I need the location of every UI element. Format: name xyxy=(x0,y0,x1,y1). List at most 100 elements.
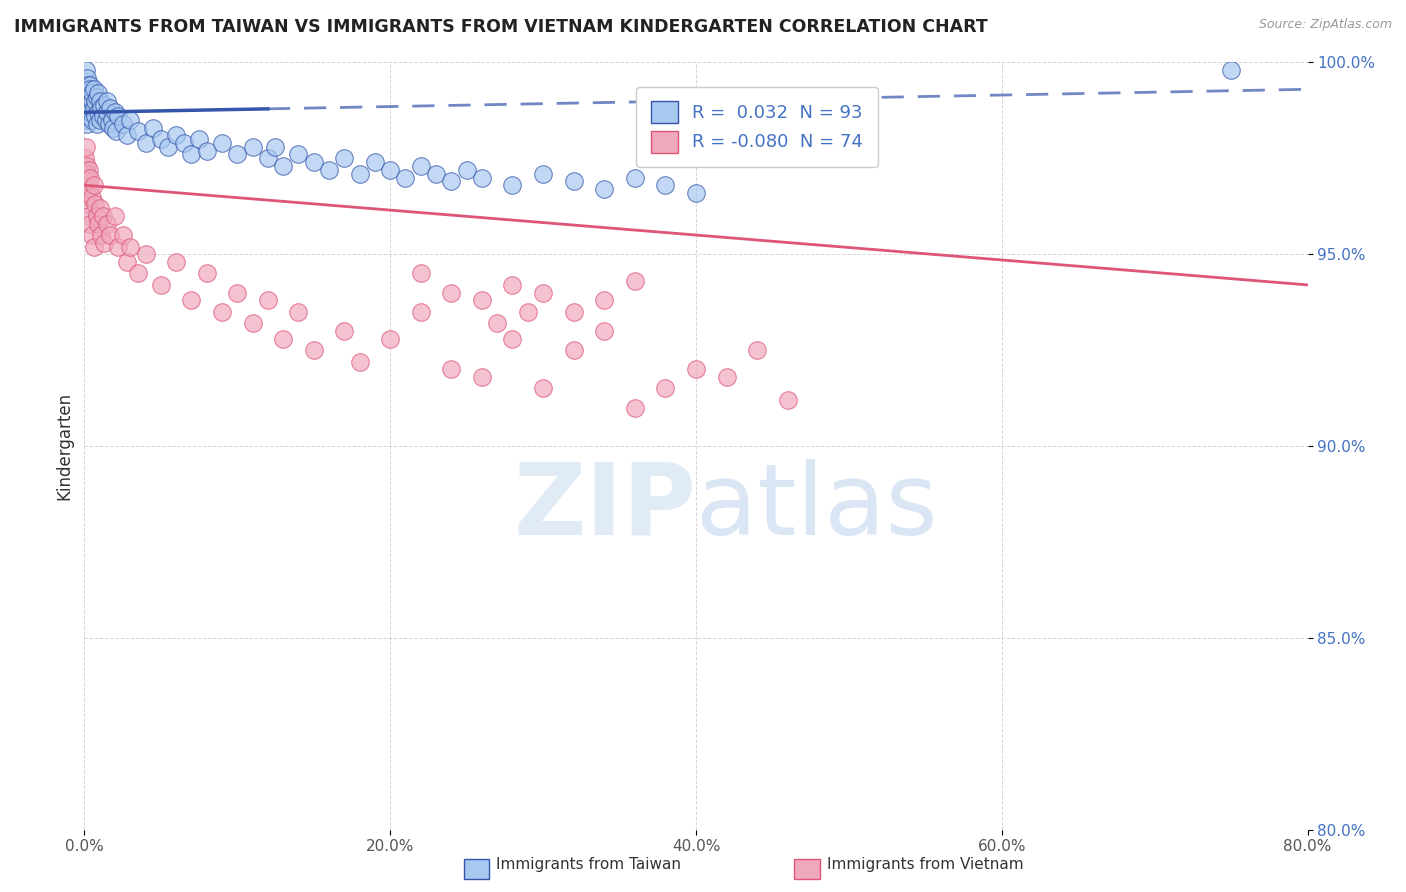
Point xyxy=(471,293,494,308)
Point xyxy=(75,102,97,116)
Point xyxy=(77,209,100,223)
Point xyxy=(226,285,249,300)
Point xyxy=(333,151,356,165)
Text: Immigrants from Vietnam: Immigrants from Vietnam xyxy=(827,857,1024,872)
Point xyxy=(120,239,142,253)
Point xyxy=(80,94,103,108)
Point xyxy=(107,239,129,253)
Point xyxy=(654,381,676,395)
Point xyxy=(440,285,463,300)
Point xyxy=(105,124,128,138)
Point xyxy=(562,304,585,318)
Point xyxy=(1403,534,1406,549)
Point xyxy=(593,293,616,308)
Point xyxy=(87,86,110,100)
Point xyxy=(115,255,138,269)
Point xyxy=(127,266,149,280)
Point xyxy=(242,140,264,154)
Point xyxy=(149,132,172,146)
Point xyxy=(471,370,494,384)
Point xyxy=(104,105,127,120)
Point xyxy=(90,227,112,242)
Point xyxy=(96,105,118,120)
Point xyxy=(79,217,101,231)
Point xyxy=(76,70,98,85)
Point xyxy=(165,255,187,269)
Point xyxy=(80,227,103,242)
Point xyxy=(77,86,100,100)
Point xyxy=(107,109,129,123)
Point xyxy=(75,94,97,108)
Point xyxy=(86,90,108,104)
Point xyxy=(93,235,115,250)
Point xyxy=(115,128,138,143)
Point xyxy=(87,217,110,231)
Point xyxy=(75,74,97,88)
Point xyxy=(264,140,287,154)
Point xyxy=(76,94,98,108)
Point xyxy=(502,178,524,193)
Point xyxy=(302,343,325,357)
Point xyxy=(257,293,280,308)
Point xyxy=(380,162,402,177)
Point xyxy=(83,102,105,116)
Point xyxy=(349,167,371,181)
Point xyxy=(76,159,98,173)
Point xyxy=(456,162,478,177)
Legend: R =  0.032  N = 93, R = -0.080  N = 74: R = 0.032 N = 93, R = -0.080 N = 74 xyxy=(637,87,877,167)
Point xyxy=(271,159,294,173)
Point xyxy=(135,136,157,150)
Text: ZIP: ZIP xyxy=(513,458,696,556)
Point xyxy=(486,316,509,330)
Point xyxy=(302,155,325,169)
Point xyxy=(502,277,524,292)
Point xyxy=(91,209,114,223)
Point xyxy=(79,78,101,93)
Point xyxy=(83,178,105,193)
Point xyxy=(75,170,97,185)
Point xyxy=(409,304,432,318)
Point xyxy=(333,324,356,338)
Point xyxy=(79,102,101,116)
Text: atlas: atlas xyxy=(696,458,938,556)
Point xyxy=(157,140,180,154)
Point xyxy=(180,147,202,161)
Point xyxy=(77,78,100,93)
Point xyxy=(76,189,98,203)
Point xyxy=(79,182,101,196)
Point xyxy=(96,217,118,231)
Point xyxy=(86,117,108,131)
Point xyxy=(531,167,554,181)
Point xyxy=(562,343,585,357)
Point xyxy=(75,151,97,165)
Point xyxy=(75,82,97,96)
Point xyxy=(111,117,134,131)
Point xyxy=(1220,63,1243,78)
Point xyxy=(685,362,707,376)
Point xyxy=(80,189,103,203)
Point xyxy=(83,82,105,96)
Point xyxy=(188,132,211,146)
Point xyxy=(471,170,494,185)
Point xyxy=(242,316,264,330)
Point xyxy=(76,82,98,96)
Point xyxy=(75,112,97,127)
Point xyxy=(91,109,114,123)
Point xyxy=(93,97,115,112)
Point xyxy=(75,178,97,193)
Point xyxy=(98,102,121,116)
Point xyxy=(76,167,98,181)
Point xyxy=(79,170,101,185)
Point xyxy=(747,343,769,357)
Point xyxy=(80,86,103,100)
Point xyxy=(226,147,249,161)
Point xyxy=(531,381,554,395)
Point xyxy=(86,209,108,223)
Point xyxy=(94,112,117,127)
Point xyxy=(593,324,616,338)
Point xyxy=(318,162,340,177)
Point xyxy=(195,266,218,280)
Point xyxy=(440,362,463,376)
Point xyxy=(211,304,233,318)
Point xyxy=(624,170,647,185)
